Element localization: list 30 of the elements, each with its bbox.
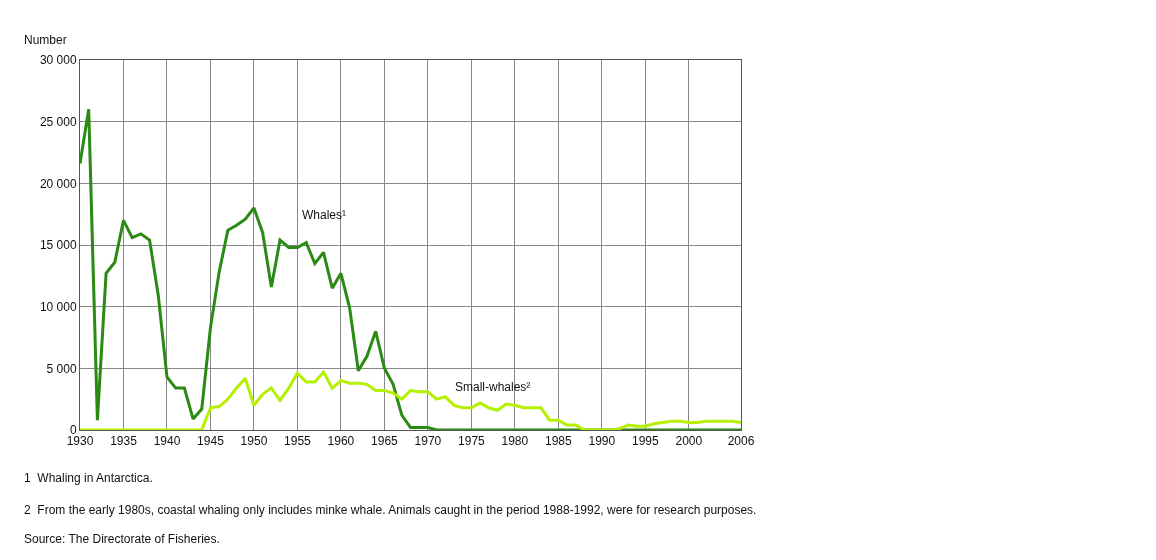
y-tick-label: 20 000	[39, 176, 77, 191]
x-tick-label: 1970	[414, 434, 442, 449]
y-tick-label: 10 000	[39, 299, 77, 314]
x-tick-label: 1985	[545, 434, 573, 449]
y-tick-label: 15 000	[39, 238, 77, 253]
x-tick-label: 1935	[110, 434, 138, 449]
x-tick-label: 1965	[371, 434, 399, 449]
x-tick-label: 1940	[153, 434, 181, 449]
text: 1 Whaling in Antarctica.	[24, 471, 153, 485]
annotation: Whales¹	[302, 208, 347, 222]
line-series	[80, 107, 741, 430]
text: 2 From the early 1980s, coastal whaling only includes minke whale. Animals caught in the period 1988-1992, were for research purposes.	[24, 503, 757, 517]
annotation: Small-whales²	[455, 380, 531, 394]
line-series	[80, 370, 741, 430]
x-tick-label: 1950	[240, 434, 268, 449]
x-tick-label: 1995	[631, 434, 659, 449]
x-tick-label: 2000	[675, 434, 703, 449]
y-tick-label: 30 000	[39, 53, 77, 68]
y-tick-label: 25 000	[39, 114, 77, 129]
x-tick-label: 1975	[458, 434, 486, 449]
y-tick-label: 5 000	[46, 361, 77, 376]
x-tick-label: 1930	[66, 434, 94, 449]
x-tick-label: 1955	[284, 434, 312, 449]
x-tick-label: 1960	[327, 434, 355, 449]
y-axis-title: Number	[24, 33, 67, 47]
x-tick-label: 1945	[197, 434, 225, 449]
x-tick-label: 1980	[501, 434, 529, 449]
x-tick-label: 2006	[727, 434, 755, 449]
source-note: Source: The Directorate of Fisheries.	[24, 532, 220, 546]
x-tick-label: 1990	[588, 434, 616, 449]
